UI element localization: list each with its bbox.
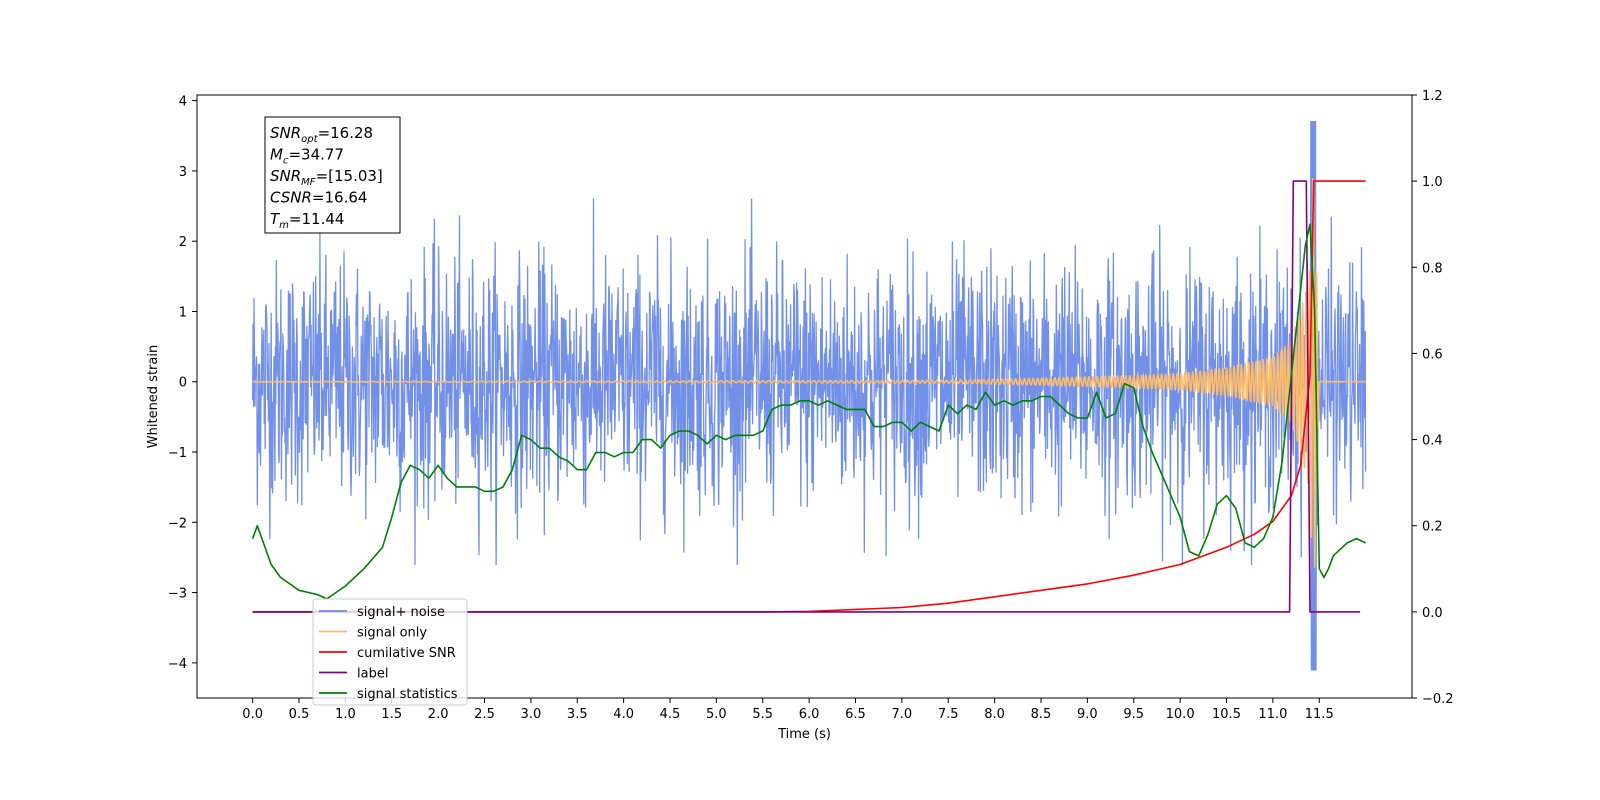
annotation-symbol: SNR: [270, 124, 301, 142]
x-tick-label: 1.0: [335, 707, 356, 722]
y-axis-right: 1.2 1.0 0.8 0.6 0.4 0.2 0.0 −0.2: [1412, 89, 1454, 707]
y-right-tick-label: 0.0: [1422, 606, 1443, 621]
x-tick-label: 6.0: [799, 707, 820, 722]
x-tick-label: 10.0: [1166, 707, 1195, 722]
annotation-subscript: opt: [301, 134, 318, 145]
y-left-tick-label: 3: [179, 165, 187, 180]
annotation-subscript: m: [279, 220, 289, 231]
annotation-frame: [264, 116, 401, 234]
legend-label: signal statistics: [357, 687, 458, 702]
series-line-signal-only: [252, 178, 1367, 568]
x-tick-label: 7.0: [892, 707, 913, 722]
legend-label: signal+ noise: [357, 605, 445, 620]
annotation-line: Mc=34.77: [270, 146, 344, 167]
series-line-signal-noise: [251, 121, 1367, 671]
annotation-subscript: MF: [301, 177, 316, 188]
series-line-cumilative-snr: [252, 180, 1366, 613]
x-tick-label: 0.0: [242, 707, 263, 722]
annotation-line: SNRMF=[15.03]: [270, 167, 383, 188]
x-tick-label: 11.0: [1258, 707, 1287, 722]
x-tick-label: 5.5: [752, 707, 773, 722]
annotation-symbol: M: [270, 146, 283, 164]
legend: signal+ noise signal only cumilative SNR la…: [312, 598, 468, 706]
x-tick-label: 5.0: [706, 707, 727, 722]
x-tick-label: 1.5: [381, 707, 402, 722]
annotation-box: SNRopt=16.28Mc=34.77SNRMF=[15.03]CSNR=16…: [264, 116, 401, 234]
y-right-tick-label: 1.0: [1422, 175, 1443, 190]
y-left-tick-label: 1: [179, 305, 187, 320]
x-tick-label: 3.0: [521, 707, 542, 722]
x-tick-label: 4.5: [660, 707, 681, 722]
x-tick-label: 9.0: [1077, 707, 1098, 722]
y-right-tick-label: 1.2: [1422, 89, 1443, 104]
series-line-label: [252, 180, 1361, 613]
y-right-tick-label: 0.8: [1422, 261, 1443, 276]
y-right-tick-label: 0.4: [1422, 434, 1443, 449]
y-right-tick-label: −0.2: [1422, 692, 1454, 707]
x-tick-label: 6.5: [845, 707, 866, 722]
legend-label: signal only: [357, 626, 427, 641]
plot-frame: [196, 94, 1413, 699]
y-axis-label: Whitened strain: [146, 345, 161, 448]
annotation-symbol: CSNR: [270, 189, 312, 207]
annotation-value: =[15.03]: [316, 167, 383, 185]
x-tick-label: 7.5: [938, 707, 959, 722]
x-tick-label: 11.5: [1305, 707, 1334, 722]
x-tick-label: 0.5: [289, 707, 310, 722]
x-tick-label: 8.0: [984, 707, 1005, 722]
annotation-value: =34.77: [288, 146, 344, 164]
annotation-symbol: SNR: [270, 167, 301, 185]
y-left-tick-label: −1: [168, 446, 187, 461]
x-tick-label: 10.5: [1212, 707, 1241, 722]
x-tick-label: 4.0: [613, 707, 634, 722]
annotation-value: =16.28: [318, 124, 374, 142]
y-left-tick-label: −2: [168, 516, 187, 531]
x-axis-label: Time (s): [777, 727, 831, 742]
y-left-tick-label: 0: [179, 376, 187, 391]
series-layer: [251, 121, 1367, 671]
x-tick-label: 8.5: [1031, 707, 1052, 722]
y-axis-left: 4 3 2 1 0 −1 −2 −3 −4: [168, 95, 197, 672]
x-tick-label: 3.5: [567, 707, 588, 722]
y-left-tick-label: 4: [179, 95, 187, 110]
y-left-tick-label: −4: [168, 657, 187, 672]
annotation-symbol: T: [270, 210, 281, 228]
annotation-line: CSNR=16.64: [270, 189, 367, 207]
series-line-signal-statistics: [251, 223, 1366, 600]
x-axis: 0.0 0.5 1.0 1.5 2.0 2.5 3.0 3.5 4.0 4.5 5.0 5.5 6.0 6…: [242, 698, 1334, 722]
legend-frame: [312, 598, 468, 706]
annotation-value: =16.64: [312, 189, 368, 207]
annotation-line: SNRopt=16.28: [270, 124, 373, 145]
y-right-tick-label: 0.2: [1422, 520, 1443, 535]
y-left-tick-label: −3: [168, 587, 187, 602]
x-tick-label: 2.5: [474, 707, 495, 722]
annotation-value: =11.44: [289, 210, 345, 228]
annotation-subscript: c: [283, 156, 289, 167]
y-left-tick-label: 2: [179, 235, 187, 250]
x-tick-label: 9.5: [1123, 707, 1144, 722]
x-tick-label: 2.0: [428, 707, 449, 722]
legend-label: label: [357, 667, 388, 682]
y-right-tick-label: 0.6: [1422, 347, 1443, 362]
legend-label: cumilative SNR: [357, 646, 456, 661]
annotation-line: Tm=11.44: [270, 210, 344, 231]
